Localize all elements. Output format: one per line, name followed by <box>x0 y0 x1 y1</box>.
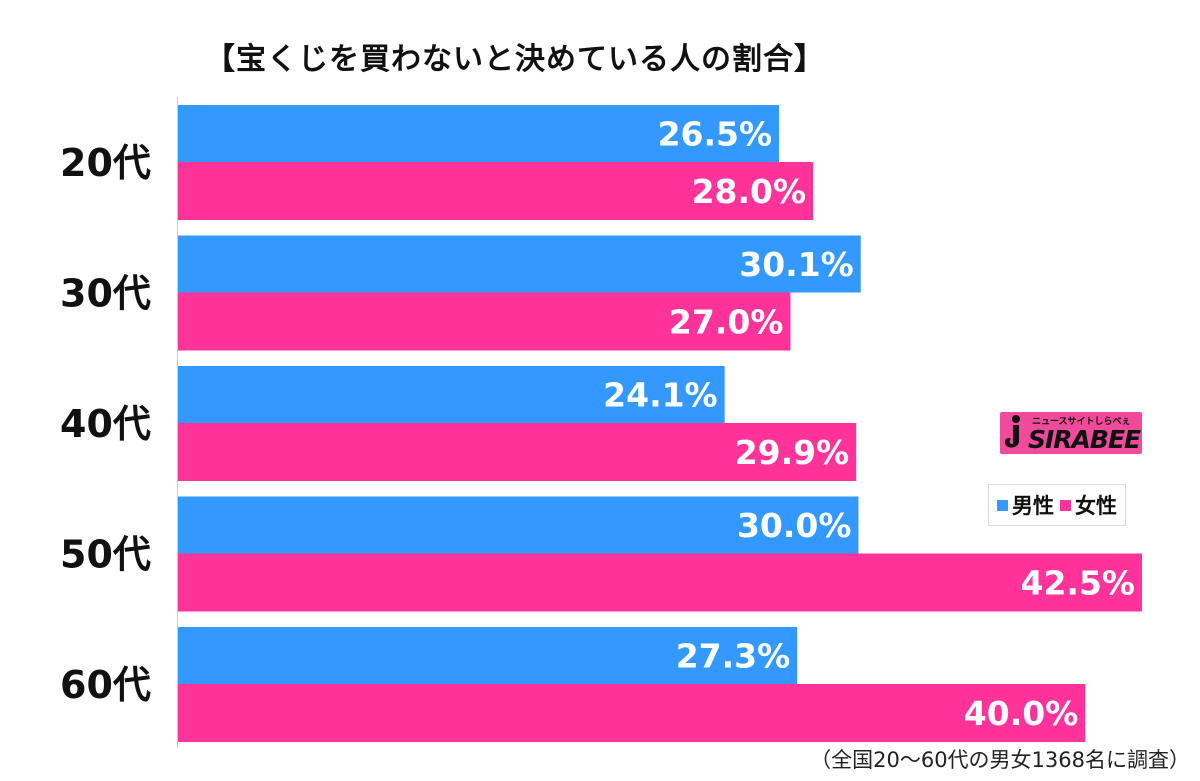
bar-male <box>178 366 725 423</box>
value-label-male: 30.1% <box>739 245 854 284</box>
category-label: 30代 <box>60 272 151 316</box>
bar-male <box>178 235 861 293</box>
bar-male <box>178 105 780 162</box>
legend-item-female: 女性 <box>1060 490 1117 520</box>
value-label-female: 40.0% <box>964 694 1079 733</box>
legend-label-male: 男性 <box>1012 494 1054 518</box>
legend: 男性 女性 <box>988 484 1126 526</box>
logo-tagline: ニュースサイトしらべぇ <box>1032 417 1131 427</box>
category-label: 60代 <box>60 663 151 707</box>
value-label-male: 24.1% <box>603 376 718 415</box>
bar-female <box>178 292 791 351</box>
value-label-female: 27.0% <box>669 303 784 342</box>
i-logo-icon <box>1005 415 1020 448</box>
bar-male <box>178 627 798 684</box>
legend-swatch-female <box>1060 499 1071 511</box>
value-label-female: 28.0% <box>692 172 807 211</box>
bar-female <box>178 553 1142 612</box>
logo-wordmark: SIRABEE <box>1028 425 1141 454</box>
bar-female <box>178 423 857 481</box>
category-label: 50代 <box>60 533 151 577</box>
legend-swatch-male <box>997 499 1008 511</box>
value-label-male: 30.0% <box>737 506 852 545</box>
legend-item-male: 男性 <box>997 490 1054 520</box>
bar-female <box>178 684 1086 742</box>
sirabee-logo: ニュースサイトしらべぇ SIRABEE <box>1000 412 1142 454</box>
chart-title: 【宝くじを買わないと決めている人の割合】 <box>205 42 825 77</box>
value-label-male: 26.5% <box>658 115 773 154</box>
legend-label-female: 女性 <box>1075 494 1117 518</box>
survey-footnote: （全国20～60代の男女1368名に調査） <box>810 748 1190 772</box>
bar-female <box>178 162 814 220</box>
bar-male <box>178 496 859 554</box>
category-label: 40代 <box>60 402 151 446</box>
value-label-female: 42.5% <box>1021 564 1136 603</box>
category-label: 20代 <box>60 141 151 185</box>
value-label-male: 27.3% <box>676 637 791 676</box>
value-label-female: 29.9% <box>735 433 850 472</box>
